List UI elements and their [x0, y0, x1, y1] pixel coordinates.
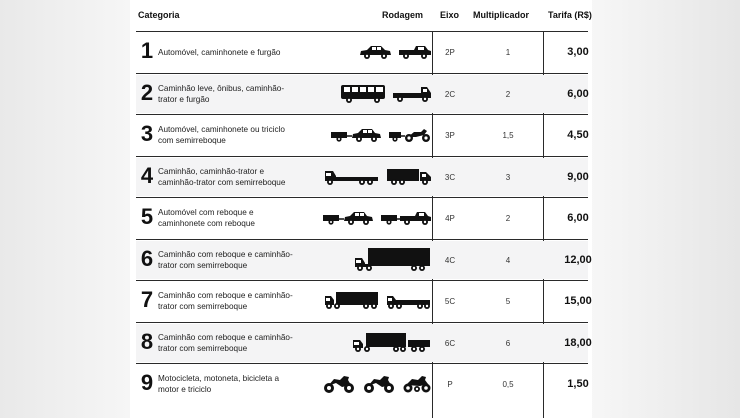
car-icon [358, 44, 392, 60]
category-description: Automóvel, caminhonete ou triciclo com s… [158, 125, 285, 145]
vehicle-icons [306, 33, 432, 71]
category-number: 8 [140, 329, 154, 354]
vehicle-icons [306, 241, 432, 279]
header-tarifa: Tarifa (R$) [548, 10, 592, 20]
car-with-trailer-icon [322, 210, 374, 226]
table-row: 9 Motocicleta, motoneta, bicicleta a moto… [136, 365, 589, 403]
vehicle-icons [306, 158, 432, 196]
category-description: Caminhão leve, ônibus, caminhão-trator e… [158, 84, 285, 104]
multiplier-value: 6 [505, 338, 511, 348]
category-description: Caminhão com reboque e caminhão-trator c… [158, 291, 293, 311]
left-background [0, 0, 130, 418]
row-divider [136, 239, 588, 240]
multiplier-value: 4 [505, 255, 511, 265]
tariff-value: 12,00 [564, 254, 592, 266]
divider-tarifa [543, 31, 544, 418]
category-number: 9 [140, 370, 154, 395]
table-row: 7 Caminhão com reboque e caminhão-trator … [136, 282, 592, 320]
divider-eixo [432, 31, 433, 418]
right-background [590, 0, 740, 418]
header-eixo: Eixo [440, 10, 460, 20]
tariff-value: 15,00 [564, 295, 592, 307]
category-number: 5 [140, 204, 154, 229]
axle-code: 6C [444, 338, 456, 348]
header-categoria: Categoria [138, 10, 180, 20]
multiplier-value: 3 [505, 172, 511, 182]
axle-code: 2C [444, 89, 456, 99]
category-description: Automóvel com reboque e caminhonete com … [158, 208, 255, 228]
car-with-trailer-icon [330, 127, 382, 143]
category-description: Caminhão com reboque e caminhão-trator c… [158, 333, 293, 353]
flatbed-truck-icon [324, 167, 380, 187]
table-row: 3 Automóvel, caminhonete ou triciclo com … [136, 116, 589, 154]
category-description: Caminhão com reboque e caminhão-trator c… [158, 250, 293, 270]
category-number: 6 [140, 246, 154, 271]
row-divider [136, 114, 588, 115]
multiplier-value: 0,5 [502, 379, 514, 389]
axle-code: 4P [445, 213, 455, 223]
vehicle-icons [306, 282, 432, 320]
category-description: Automóvel, caminhonete e furgão [158, 47, 281, 57]
row-divider [136, 73, 588, 74]
truck-with-trailer-icon [324, 291, 380, 311]
row-divider [136, 31, 588, 32]
table-row: 5 Automóvel com reboque e caminhonete com… [136, 199, 589, 237]
axle-code: 4C [444, 255, 456, 265]
vehicle-icons [306, 365, 432, 403]
axle-code: 3P [445, 130, 455, 140]
truck-with-flatbed-trailer-icon [386, 291, 432, 311]
row-divider [136, 363, 588, 364]
tariff-value: 6,00 [567, 212, 589, 224]
tariff-value: 4,50 [567, 129, 589, 141]
tariff-value: 1,50 [567, 378, 589, 390]
vehicle-icons [306, 116, 432, 154]
motorcycle-with-trailer-icon [388, 127, 432, 143]
row-divider [136, 322, 588, 323]
box-truck-icon [386, 167, 432, 187]
toll-table: Categoria Rodagem Eixo Multiplicador Tar… [130, 0, 592, 418]
row-divider [136, 280, 588, 281]
motorcycle-icon [362, 373, 396, 395]
category-number: 3 [140, 121, 154, 146]
multiplier-value: 1 [505, 47, 511, 57]
category-number: 2 [140, 80, 154, 105]
tariff-value: 3,00 [567, 46, 589, 58]
multiplier-value: 5 [505, 296, 511, 306]
tariff-value: 6,00 [567, 88, 589, 100]
category-description: Motocicleta, motoneta, bicicleta a motor… [158, 374, 280, 394]
row-divider [136, 156, 588, 157]
multiplier-value: 1,5 [502, 130, 514, 140]
light-truck-icon [392, 84, 432, 104]
table-row: 4 Caminhão, caminhão-trator e caminhão-tr… [136, 158, 589, 196]
axle-code: 2P [445, 47, 455, 57]
tariff-value: 18,00 [564, 337, 592, 349]
semi-trailer-truck-icon [354, 247, 432, 273]
table-row: 1 Automóvel, caminhonete e furgão 2P 1 3,00 [136, 33, 589, 71]
motorcycle-icon [322, 373, 356, 395]
table-row: 8 Caminhão com reboque e caminhão-trator … [136, 324, 592, 362]
pickup-with-trailer-icon [380, 210, 432, 226]
axle-code: 5C [444, 296, 456, 306]
tariff-value: 9,00 [567, 171, 589, 183]
vehicle-icons [306, 324, 432, 362]
category-number: 1 [140, 38, 154, 63]
header-multiplicador: Multiplicador [473, 10, 529, 20]
table-row: 6 Caminhão com reboque e caminhão-trator … [136, 241, 592, 279]
header-rodagem: Rodagem [382, 10, 424, 20]
vehicle-icons [306, 75, 432, 113]
table-row: 2 Caminhão leve, ônibus, caminhão-trator … [136, 75, 589, 113]
bus-icon [340, 84, 386, 104]
pickup-truck-icon [398, 44, 432, 60]
category-description: Caminhão, caminhão-trator e caminhão-tra… [158, 167, 286, 187]
long-semi-trailer-truck-icon [352, 332, 432, 354]
multiplier-value: 2 [505, 213, 511, 223]
category-number: 4 [140, 163, 154, 188]
tricycle-icon [402, 374, 432, 394]
row-divider [136, 197, 588, 198]
vehicle-icons [306, 199, 432, 237]
axle-code: P [447, 379, 453, 389]
axle-code: 3C [444, 172, 456, 182]
category-number: 7 [140, 287, 154, 312]
multiplier-value: 2 [505, 89, 511, 99]
